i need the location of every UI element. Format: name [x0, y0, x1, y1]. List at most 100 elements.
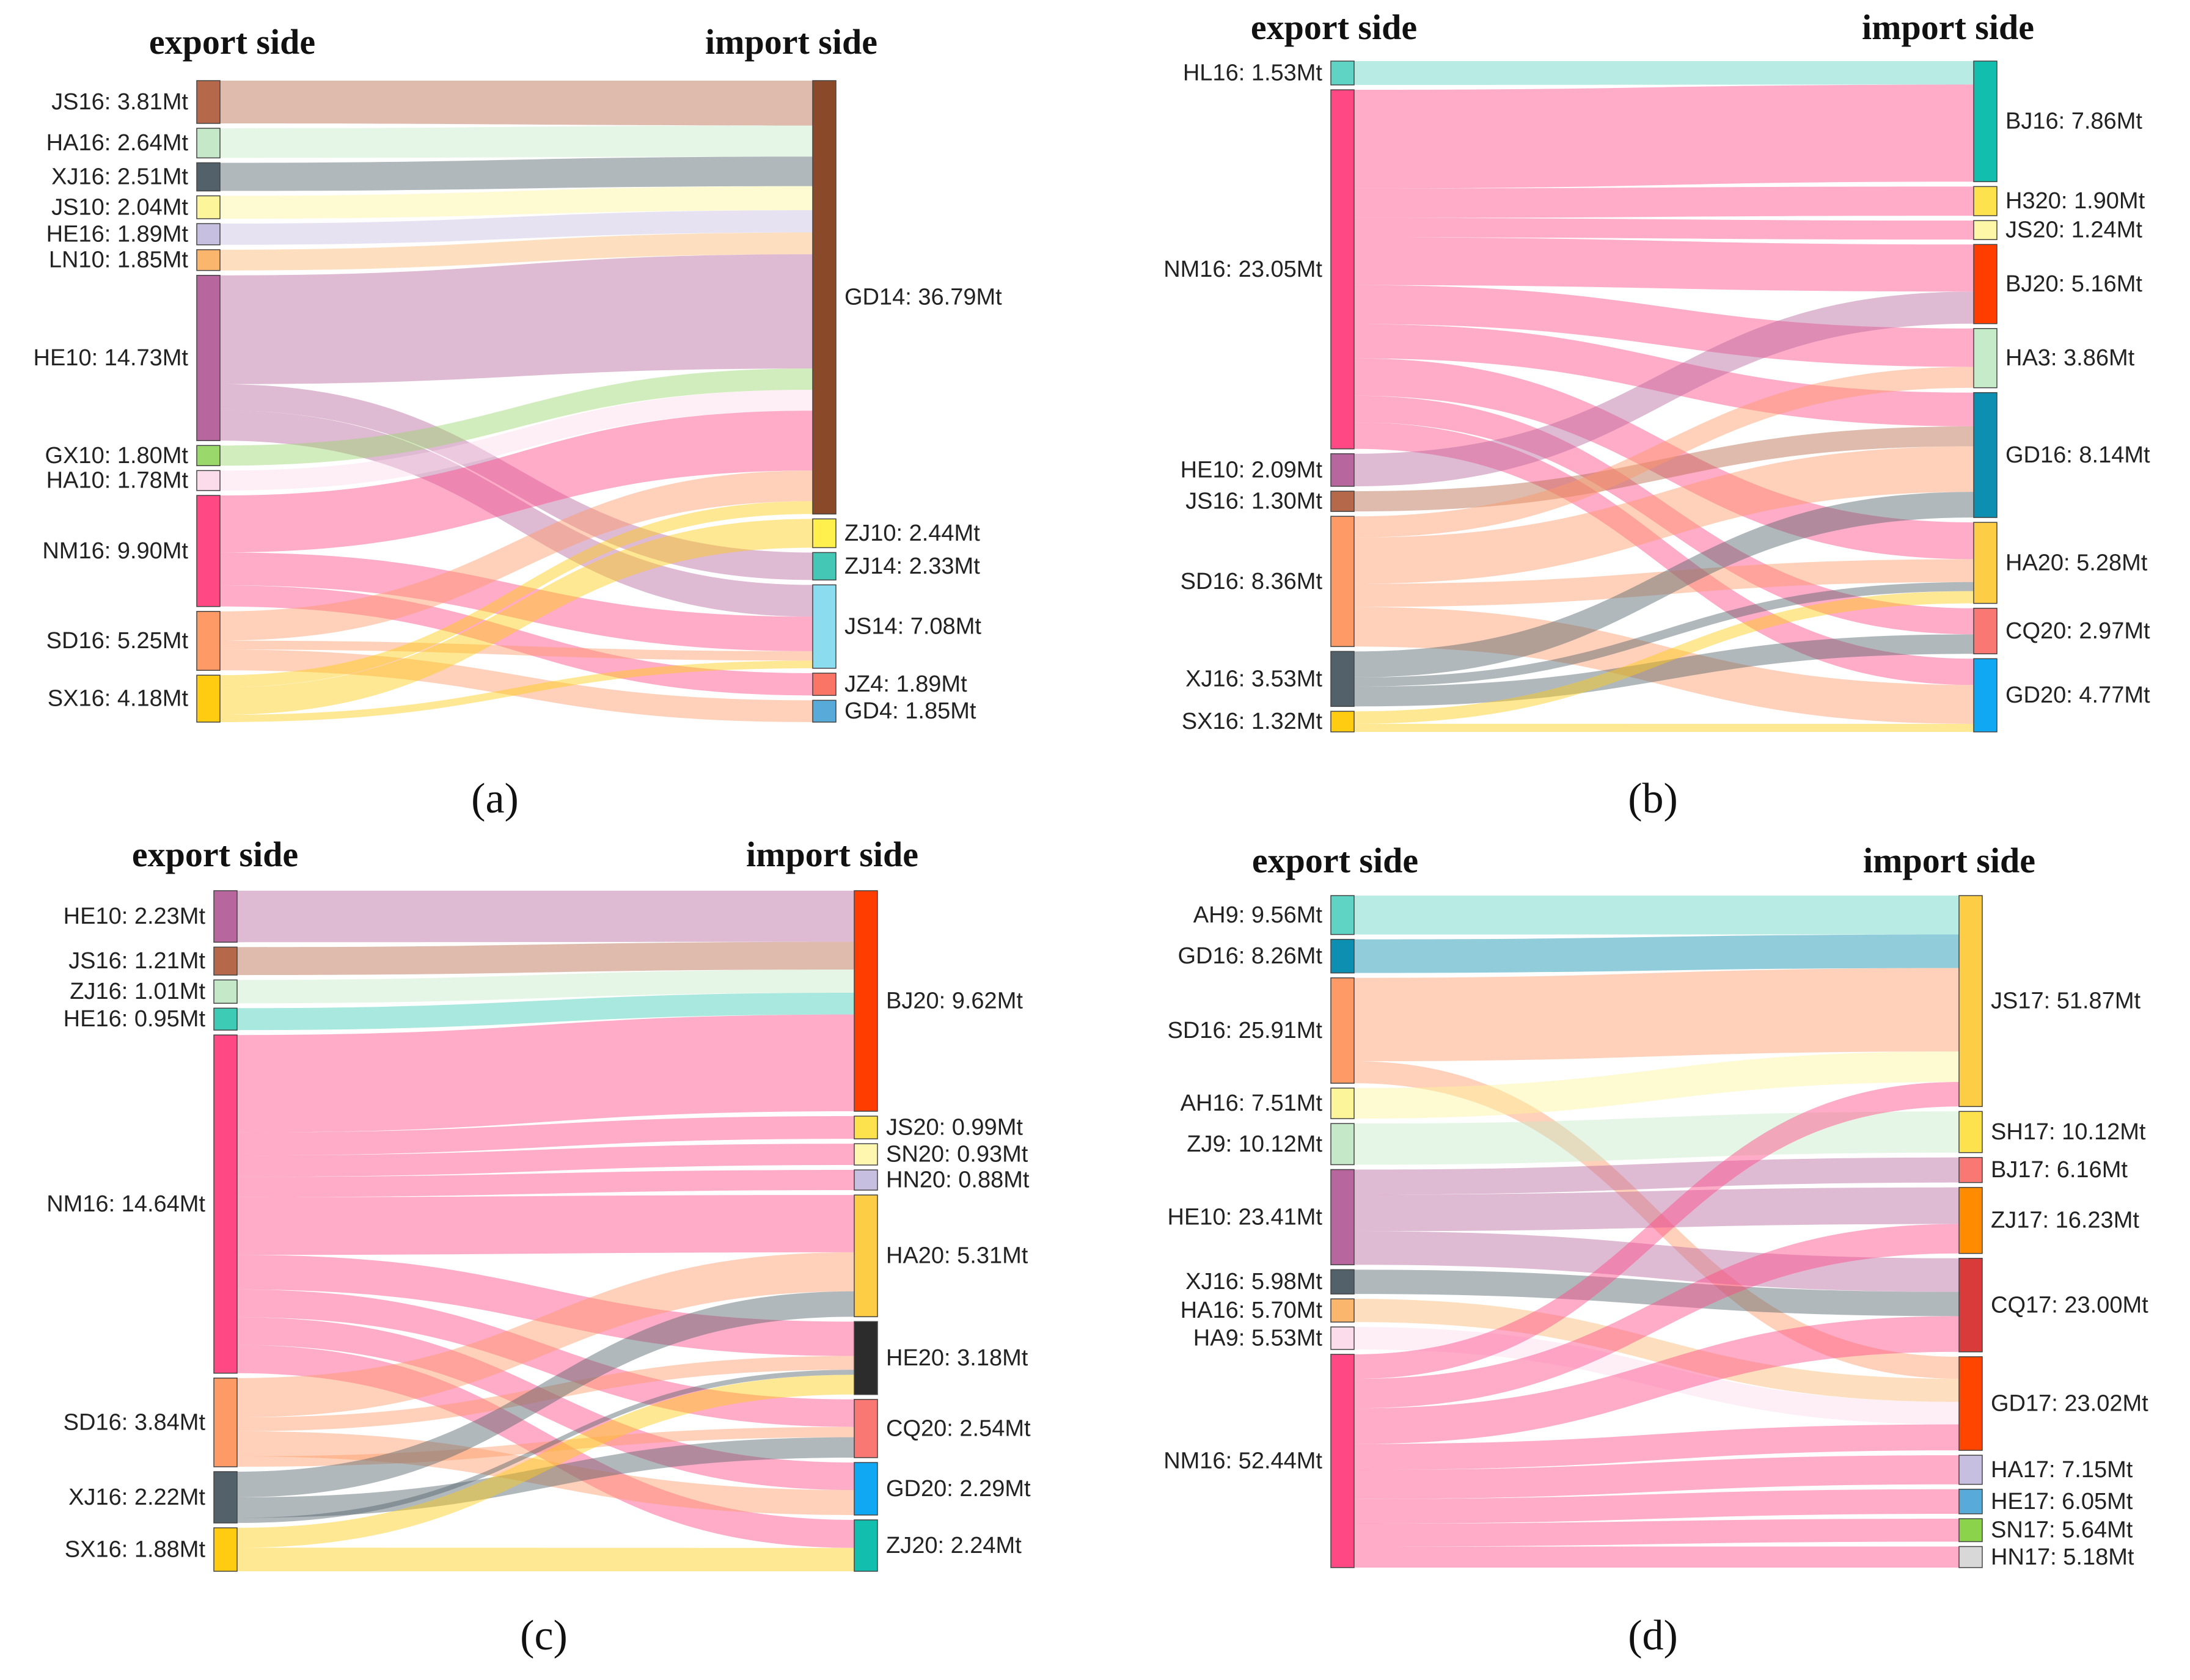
source-node-XJ16 — [1330, 1269, 1355, 1295]
flow-SD16-to-GD16 — [1354, 446, 1974, 584]
panel-caption: (c) — [520, 1612, 568, 1659]
source-label-SD16: SD16: 25.91Mt — [1168, 1018, 1323, 1043]
target-node-SN17 — [1958, 1518, 1983, 1543]
source-node-ZJ9 — [1330, 1123, 1355, 1166]
source-node-NM16 — [213, 1034, 238, 1374]
target-node-JS20 — [1973, 220, 1998, 240]
flow-HE10-to-ZJ14 — [220, 384, 813, 580]
source-node-NM16 — [196, 495, 221, 607]
sankey-panel-d: export side import side AH9: 9.56Mt GD16: 8… — [1163, 841, 2148, 1659]
target-label-JS17: JS17: 51.87Mt — [1991, 988, 2141, 1014]
flow-HA16-to-GD17 — [1354, 1299, 1959, 1402]
flow-NM16-to-HN17 — [1354, 1546, 1959, 1568]
target-node-ZJ17 — [1958, 1186, 1983, 1254]
flow-SD16-to-HA20 — [237, 1252, 854, 1418]
flow-SD16-to-HE20 — [237, 1356, 854, 1431]
target-node-HA20 — [854, 1194, 878, 1318]
flow-NM16-to-HA20 — [1354, 358, 1974, 560]
source-node-XJ16 — [1330, 651, 1355, 707]
source-node-AH9 — [1330, 895, 1355, 935]
source-node-HE10 — [1330, 453, 1355, 487]
target-node-GD17 — [1958, 1356, 1983, 1451]
target-node-BJ20 — [854, 890, 878, 1112]
flow-ZJ16-to-BJ20 — [237, 970, 854, 1004]
target-label-H320: H320: 1.90Mt — [2005, 188, 2145, 214]
target-node-JS17 — [1958, 895, 1983, 1108]
flow-JS16-to-BJ20 — [237, 941, 854, 976]
source-label-SX16: SX16: 1.32Mt — [1182, 709, 1323, 734]
flow-NM16-to-GD20 — [237, 1317, 854, 1491]
source-node-JS16 — [196, 80, 221, 124]
flow-AH16-to-JS17 — [1354, 1051, 1959, 1119]
flow-XJ16-to-GD14 — [220, 156, 813, 191]
source-node-HE10 — [196, 274, 221, 441]
target-label-SN20: SN20: 0.93Mt — [886, 1142, 1028, 1167]
flow-NM16-to-HE20 — [237, 1255, 854, 1356]
source-label-HA10: HA10: 1.78Mt — [46, 468, 189, 494]
target-node-SH17 — [1958, 1111, 1983, 1153]
flow-NM16-to-BJ20 — [1354, 237, 1974, 292]
source-node-XJ16 — [213, 1471, 238, 1524]
flow-HA9-to-GD17 — [1354, 1327, 1959, 1425]
flow-HE10-to-JS14 — [220, 410, 813, 617]
target-label-CQ20: CQ20: 2.54Mt — [886, 1415, 1031, 1441]
flow-HL16-to-BJ16 — [1354, 61, 1974, 86]
target-label-JS20: JS20: 1.24Mt — [2005, 217, 2142, 243]
flow-XJ16-to-HA20 — [1354, 582, 1974, 687]
target-node-BJ16 — [1973, 60, 1998, 183]
flow-JS16-to-GD14 — [220, 81, 813, 126]
flow-AH9-to-JS17 — [1354, 896, 1959, 935]
target-label-HE17: HE17: 6.05Mt — [1991, 1489, 2133, 1514]
flow-SX16-to-ZJ10 — [220, 519, 813, 715]
import-side-title: import side — [1862, 7, 2034, 47]
target-label-ZJ14: ZJ14: 2.33Mt — [844, 553, 980, 579]
source-label-HE16: HE16: 1.89Mt — [46, 221, 189, 247]
flow-NM16-to-JS20 — [1354, 217, 1974, 240]
target-label-SN17: SN17: 5.64Mt — [1991, 1517, 2133, 1543]
flow-SD16-to-GD20 — [237, 1431, 854, 1515]
source-label-HE16: HE16: 0.95Mt — [64, 1006, 206, 1032]
target-node-ZJ14 — [812, 552, 837, 581]
source-label-SD16: SD16: 3.84Mt — [64, 1409, 206, 1435]
import-side-title: import side — [705, 22, 877, 62]
target-label-BJ16: BJ16: 7.86Mt — [2005, 109, 2142, 134]
source-node-HA9 — [1330, 1326, 1355, 1350]
source-label-JS10: JS10: 2.04Mt — [51, 194, 188, 220]
source-label-HA16: HA16: 2.64Mt — [46, 130, 189, 156]
target-label-SH17: SH17: 10.12Mt — [1991, 1119, 2146, 1145]
source-node-LN10 — [196, 249, 221, 271]
source-label-SD16: SD16: 8.36Mt — [1181, 569, 1323, 594]
flow-NM16-to-HN20 — [237, 1170, 854, 1197]
flow-SD16-to-CQ20 — [237, 1426, 854, 1467]
flow-NM16-to-JZ4 — [220, 585, 813, 696]
target-node-ZJ10 — [812, 518, 837, 549]
target-label-HA20: HA20: 5.28Mt — [2005, 550, 2148, 575]
flow-LN10-to-GD14 — [220, 232, 813, 271]
import-side-title: import side — [746, 835, 918, 874]
flow-SD16-to-JS14 — [220, 640, 813, 661]
target-node-GD14 — [812, 80, 837, 515]
target-label-HA17: HA17: 7.15Mt — [1991, 1457, 2133, 1483]
target-node-GD20 — [854, 1462, 878, 1516]
target-label-ZJ10: ZJ10: 2.44Mt — [844, 520, 980, 546]
source-label-GD16: GD16: 8.26Mt — [1177, 943, 1322, 969]
source-label-SD16: SD16: 5.25Mt — [46, 628, 189, 654]
source-label-GX10: GX10: 1.80Mt — [45, 443, 189, 469]
target-node-BJ20 — [1973, 244, 1998, 324]
flow-SD16-to-JS17 — [1354, 968, 1959, 1062]
target-label-CQ20: CQ20: 2.97Mt — [2005, 618, 2150, 644]
flow-XJ16-to-GD16 — [1354, 492, 1974, 677]
source-label-SX16: SX16: 4.18Mt — [48, 686, 189, 712]
sankey-links — [1354, 896, 1959, 1568]
flow-HE10-to-GD14 — [220, 254, 813, 384]
sankey-panel-b: export side import side HL16: 1.53Mt NM16: … — [1163, 7, 2150, 822]
target-node-HA20 — [1973, 522, 1998, 604]
export-side-title: export side — [1252, 841, 1418, 880]
flow-NM16-to-HE17 — [1354, 1489, 1959, 1524]
source-node-XJ16 — [196, 162, 221, 192]
source-label-HE10: HE10: 2.09Mt — [1181, 457, 1323, 483]
source-node-GD16 — [1330, 938, 1355, 974]
target-node-GD4 — [812, 699, 837, 723]
sankey-links — [220, 81, 813, 722]
source-label-NM16: NM16: 14.64Mt — [46, 1191, 205, 1217]
